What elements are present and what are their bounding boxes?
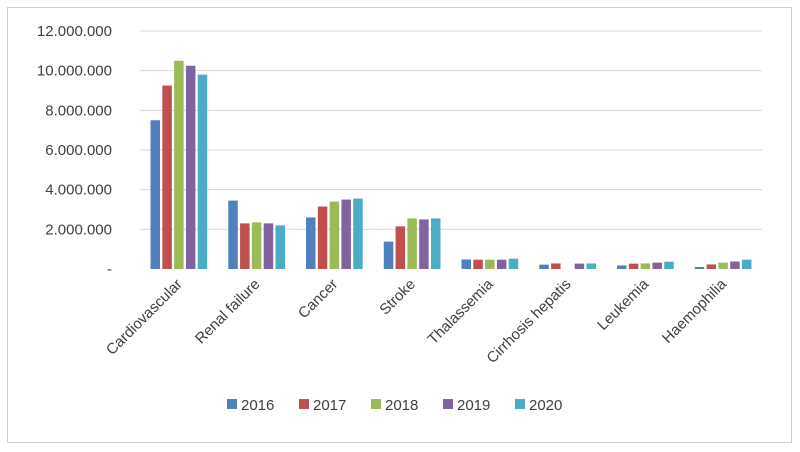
y-tick-label: 6.000.000 xyxy=(45,142,112,159)
bar-2019 xyxy=(341,199,351,269)
bar-2016 xyxy=(306,217,316,269)
bar-2020 xyxy=(741,259,752,269)
legend-swatch-2019 xyxy=(443,399,453,409)
x-category-label: Thalassemia xyxy=(425,275,498,348)
bar-2017 xyxy=(395,226,406,269)
chart-frame xyxy=(7,7,792,443)
bar-2016 xyxy=(228,200,238,269)
bar-2018 xyxy=(251,222,262,269)
y-tick-label: 2.000.000 xyxy=(45,221,112,238)
bar-2016 xyxy=(150,120,161,269)
bar-2020 xyxy=(586,263,596,269)
bar-2016 xyxy=(617,265,627,269)
bar-2020 xyxy=(664,261,674,269)
bar-2020 xyxy=(275,225,285,269)
bar-2018 xyxy=(407,218,417,269)
x-category-label: Cardiovascular xyxy=(103,276,186,359)
legend: 2016 2017 2018 2019 2020 xyxy=(227,397,562,414)
legend-label: 2020 xyxy=(529,397,562,414)
y-axis-ticks: - 2.000.000 4.000.000 6.000.000 8.000.000 10.… xyxy=(37,23,112,278)
bar-2018 xyxy=(718,262,728,269)
x-category-label: Cancer xyxy=(295,276,341,322)
bar-2019 xyxy=(419,219,429,269)
x-category-label: Stroke xyxy=(376,276,419,319)
bar-2018 xyxy=(640,263,651,269)
bar-2017 xyxy=(240,223,250,269)
legend-swatch-2016 xyxy=(227,399,237,409)
legend-label: 2017 xyxy=(313,397,346,414)
bar-2018 xyxy=(485,259,495,269)
bar-2020 xyxy=(508,258,519,269)
bar-2019 xyxy=(652,262,662,269)
legend-swatch-2020 xyxy=(515,399,525,409)
gridlines xyxy=(140,30,762,230)
bar-2016 xyxy=(539,264,549,269)
bar-2020 xyxy=(430,218,441,269)
bar-2017 xyxy=(551,263,561,269)
legend-label: 2019 xyxy=(457,397,490,414)
bar-2019 xyxy=(185,65,196,269)
bar-2017 xyxy=(162,85,172,270)
bar-2017 xyxy=(317,206,328,269)
x-category-label: Haemophilia xyxy=(659,275,730,346)
bar-2017 xyxy=(706,264,717,269)
y-tick-label: 10.000.000 xyxy=(37,63,112,80)
bar-2016 xyxy=(694,267,705,269)
bar-2019 xyxy=(730,261,740,269)
x-category-label: Renal failure xyxy=(192,276,264,348)
bar-2018 xyxy=(174,60,184,269)
bar-2017 xyxy=(628,263,639,269)
x-category-label: Cirrhosis hepatis xyxy=(483,276,574,367)
bar-2016 xyxy=(383,241,394,269)
bar-2019 xyxy=(574,263,585,269)
bar-2019 xyxy=(263,223,274,269)
bar-2017 xyxy=(473,259,483,269)
y-tick-label: - xyxy=(107,261,112,278)
y-tick-label: 8.000.000 xyxy=(45,102,112,119)
y-tick-label: 4.000.000 xyxy=(45,182,112,199)
legend-swatch-2018 xyxy=(371,399,381,409)
y-tick-label: 12.000.000 xyxy=(37,23,112,40)
bar-2020 xyxy=(197,74,208,269)
bar-2020 xyxy=(353,198,363,269)
bar-2016 xyxy=(461,259,472,269)
legend-swatch-2017 xyxy=(299,399,309,409)
x-axis-labels: Cardiovascular Renal failure Cancer Stroke T… xyxy=(103,275,730,366)
x-category-label: Leukemia xyxy=(594,275,652,333)
bars xyxy=(150,60,752,270)
legend-label: 2016 xyxy=(241,397,274,414)
bar-2019 xyxy=(496,259,507,269)
bar-2018 xyxy=(329,201,340,269)
legend-label: 2018 xyxy=(385,397,418,414)
